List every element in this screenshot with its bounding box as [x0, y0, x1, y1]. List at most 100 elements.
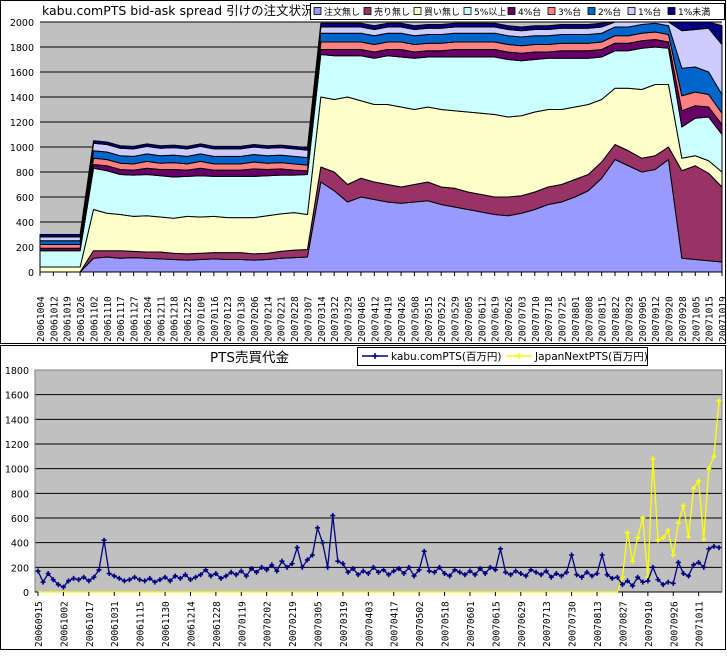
data-point-marker — [132, 574, 138, 580]
x-tick-label: 20070813 — [593, 601, 604, 647]
data-point-marker — [340, 561, 346, 567]
legend-swatch — [547, 7, 556, 15]
x-tick-label: 20070202 — [263, 601, 274, 647]
x-tick-label: 20070605 — [464, 296, 475, 342]
x-tick-label: 20070730 — [568, 601, 579, 647]
data-point-marker — [289, 561, 295, 567]
data-point-marker — [157, 577, 163, 583]
x-tick-label: 20070426 — [397, 296, 408, 342]
x-tick-label: 20061225 — [183, 296, 194, 342]
x-tick-label: 20070221 — [277, 296, 288, 342]
data-point-marker — [492, 567, 498, 573]
x-tick-label: 20061002 — [59, 601, 70, 647]
x-tick-label: 20070725 — [558, 296, 569, 342]
x-tick-label: 20070419 — [384, 296, 395, 342]
x-tick-label: 20061127 — [130, 296, 141, 342]
data-point-marker — [604, 572, 610, 578]
y-tick-label: 0 — [28, 268, 34, 279]
data-point-marker — [330, 513, 336, 519]
data-point-marker — [462, 572, 468, 578]
legend-label: JapanNextPTS(百万円) — [534, 351, 648, 363]
legend-label: 5%以上 — [474, 7, 506, 18]
data-point-marker — [630, 558, 636, 564]
x-tick-label: 20070612 — [477, 296, 488, 342]
x-tick-label: 20061004 — [36, 296, 47, 342]
data-point-marker — [426, 568, 432, 574]
data-point-marker — [686, 534, 692, 539]
x-tick-label: 20061017 — [85, 601, 96, 647]
data-point-marker — [243, 573, 249, 579]
bottom-x-axis: 20060915 20061002 20061017 20061031 20061115… — [34, 592, 706, 647]
data-point-marker — [665, 527, 671, 533]
legend-swatch — [463, 7, 472, 15]
data-point-marker — [513, 568, 519, 574]
x-tick-label: 20070522 — [437, 296, 448, 342]
data-point-marker — [325, 564, 331, 570]
x-tick-label: 20070109 — [196, 296, 207, 342]
data-point-marker — [203, 567, 209, 573]
data-point-marker — [518, 571, 524, 576]
data-point-marker — [452, 567, 458, 573]
data-point-marker — [436, 564, 442, 570]
legend-label: 注文無し — [324, 6, 360, 18]
data-point-marker — [675, 520, 681, 526]
x-tick-label: 20061214 — [186, 601, 197, 647]
data-point-marker — [182, 572, 188, 578]
data-point-marker — [543, 568, 549, 574]
data-point-marker — [660, 535, 666, 541]
legend-swatch — [627, 7, 636, 15]
y-tick-label: 1200 — [5, 440, 29, 451]
data-point-marker — [299, 564, 305, 570]
data-point-marker — [508, 572, 514, 578]
data-point-marker — [162, 574, 168, 580]
x-tick-label: 20061019 — [63, 296, 74, 342]
x-tick-label: 20061026 — [76, 296, 87, 342]
data-point-marker — [76, 577, 82, 583]
data-point-marker — [121, 578, 127, 584]
data-point-marker — [320, 540, 326, 546]
data-point-marker — [564, 569, 570, 575]
y-tick-label: 1800 — [10, 43, 34, 54]
data-point-marker — [574, 572, 580, 578]
data-point-marker — [497, 546, 503, 552]
data-point-marker — [660, 582, 666, 588]
data-point-marker — [650, 456, 656, 462]
data-point-marker — [472, 572, 478, 578]
legend-label: 3%台 — [558, 6, 581, 18]
x-tick-label: 20061218 — [170, 296, 181, 342]
data-point-marker — [614, 574, 620, 580]
data-point-marker — [177, 575, 183, 581]
legend-swatch — [507, 7, 516, 15]
y-tick-label: 1600 — [5, 391, 29, 402]
x-tick-label: 20070601 — [466, 601, 477, 647]
legend-swatch — [413, 7, 422, 15]
data-point-marker — [259, 564, 265, 570]
x-tick-label: 20070515 — [424, 296, 435, 342]
data-point-marker — [137, 577, 143, 583]
legend-label: 1%未満 — [678, 6, 710, 18]
data-point-marker — [625, 578, 631, 584]
data-point-marker — [60, 584, 66, 590]
x-tick-label: 20070508 — [410, 296, 421, 342]
data-point-marker — [645, 578, 651, 584]
x-tick-label: 20070710 — [531, 296, 542, 342]
x-tick-label: 20070827 — [618, 601, 629, 647]
data-point-marker — [701, 536, 707, 542]
x-tick-label: 20070815 — [598, 296, 609, 342]
top-y-axis: 0 200 400 600 800 1000 1200 1400 1600 1800 2000 — [10, 18, 34, 279]
data-point-marker — [477, 566, 483, 572]
data-point-marker — [619, 574, 625, 580]
x-tick-label: 20061117 — [116, 296, 127, 342]
data-point-marker — [482, 571, 488, 576]
x-tick-label: 20061110 — [103, 296, 114, 342]
bottom-legend: kabu.comPTS(百万円) JapanNextPTS(百万円) — [357, 347, 648, 366]
data-point-marker — [86, 578, 92, 584]
data-point-marker — [248, 566, 254, 572]
x-tick-label: 20061130 — [161, 601, 172, 647]
data-point-marker — [335, 558, 341, 564]
data-point-marker — [442, 571, 448, 576]
data-point-marker — [376, 569, 381, 575]
y-tick-label: 200 — [16, 243, 34, 254]
data-point-marker — [65, 578, 71, 584]
data-point-marker — [264, 567, 270, 573]
